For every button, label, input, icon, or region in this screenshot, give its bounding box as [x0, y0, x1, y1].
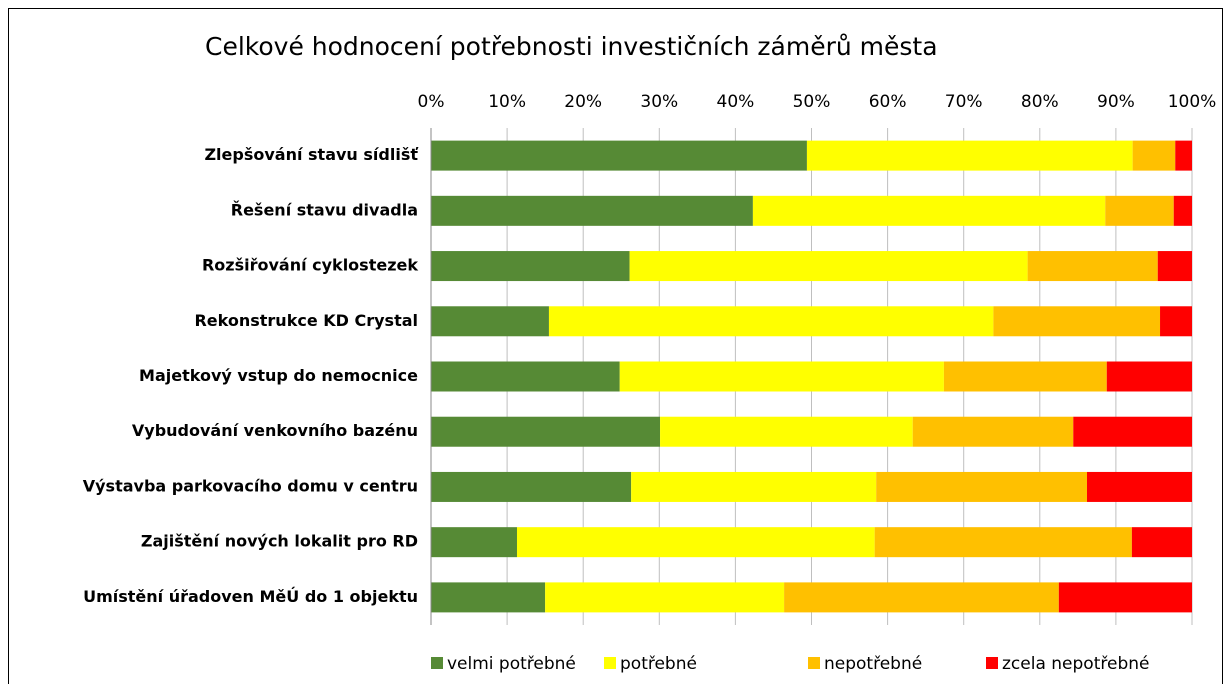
- legend-label: nepotřebné: [824, 654, 922, 674]
- bar-segment: [1106, 361, 1192, 392]
- bar-segment: [993, 306, 1161, 337]
- bar-segment: [631, 471, 877, 502]
- x-tick-label: 90%: [1097, 92, 1135, 112]
- legend-swatch: [604, 657, 616, 669]
- bar-segment: [431, 361, 620, 392]
- legend-swatch: [808, 657, 820, 669]
- y-tick-label: Zlepšování stavu sídlišť: [204, 145, 419, 164]
- legend-swatch: [431, 657, 443, 669]
- x-tick-label: 30%: [640, 92, 678, 112]
- bar-segment: [752, 195, 1106, 226]
- bar-segment: [1105, 195, 1174, 226]
- bar-segment: [1160, 306, 1192, 337]
- x-tick-label: 50%: [793, 92, 831, 112]
- bar-segment: [1086, 471, 1192, 502]
- x-tick-label: 70%: [945, 92, 983, 112]
- y-tick-label: Majetkový vstup do nemocnice: [139, 366, 418, 385]
- bar-segment: [545, 582, 785, 613]
- chart-title: Celkové hodnocení potřebnosti investiční…: [205, 32, 938, 61]
- x-tick-label: 10%: [488, 92, 526, 112]
- bar-segment: [516, 527, 875, 558]
- bar-segment: [431, 582, 546, 613]
- legend-swatch: [986, 657, 998, 669]
- bar-segment: [431, 195, 753, 226]
- bar-segment: [874, 527, 1132, 558]
- y-tick-label: Řešení stavu divadla: [231, 200, 418, 219]
- bar-segment: [1132, 140, 1176, 171]
- legend-label: zcela nepotřebné: [1002, 654, 1149, 674]
- legend-label: potřebné: [620, 654, 697, 674]
- bar-segment: [619, 361, 944, 392]
- bar-segment: [431, 471, 632, 502]
- bar-segment: [548, 306, 994, 337]
- bar-segment: [660, 416, 913, 447]
- bar-segment: [784, 582, 1059, 613]
- bar-segment: [431, 306, 549, 337]
- bar-segment: [943, 361, 1107, 392]
- y-tick-label: Vybudování venkovního bazénu: [132, 421, 418, 440]
- bar-segment: [1027, 251, 1158, 282]
- bar-segment: [806, 140, 1133, 171]
- bar-segment: [431, 527, 517, 558]
- bar-segment: [1073, 416, 1192, 447]
- y-tick-label: Zajištění nových lokalit pro RD: [141, 532, 418, 551]
- bar-segment: [431, 140, 807, 171]
- bar-segment: [431, 251, 630, 282]
- x-tick-label: 0%: [418, 92, 445, 112]
- x-tick-label: 60%: [869, 92, 907, 112]
- bar-segment: [1157, 251, 1192, 282]
- bar-segment: [1173, 195, 1192, 226]
- bar-segment: [1131, 527, 1192, 558]
- bar-segment: [431, 416, 661, 447]
- x-tick-label: 80%: [1021, 92, 1059, 112]
- legend-label: velmi potřebné: [447, 654, 576, 674]
- y-tick-label: Rozšiřování cyklostezek: [202, 256, 418, 275]
- bar-segment: [912, 416, 1074, 447]
- bar-segment: [876, 471, 1087, 502]
- y-tick-label: Rekonstrukce KD Crystal: [194, 311, 418, 330]
- x-tick-label: 20%: [564, 92, 602, 112]
- x-tick-label: 40%: [717, 92, 755, 112]
- y-tick-label: Umístění úřadoven MěÚ do 1 objektu: [83, 587, 418, 606]
- bar-segment: [1175, 140, 1192, 171]
- x-tick-label: 100%: [1168, 92, 1217, 112]
- bar-segment: [629, 251, 1028, 282]
- bar-segment: [1058, 582, 1192, 613]
- y-tick-label: Výstavba parkovacího domu v centru: [83, 476, 418, 495]
